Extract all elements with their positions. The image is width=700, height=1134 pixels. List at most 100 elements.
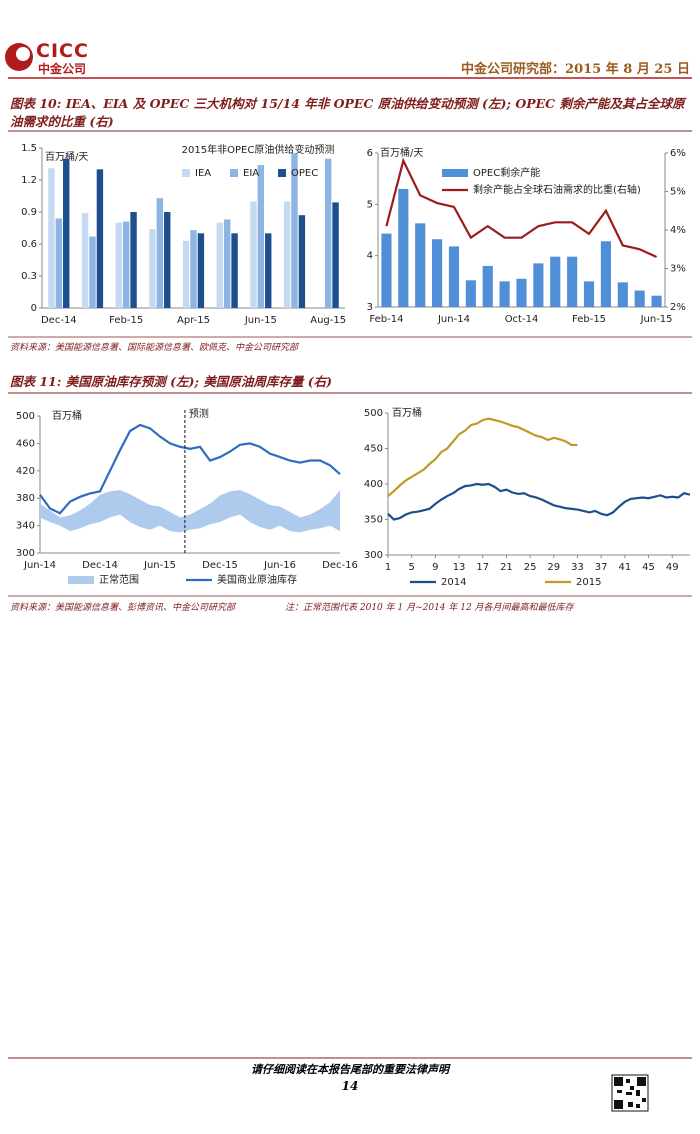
legend-swatch: [230, 169, 238, 177]
bar: [583, 281, 595, 307]
x-tick-label: 1: [385, 562, 391, 573]
x-tick-label: Dec-14: [41, 315, 77, 326]
bar: [182, 240, 190, 308]
legend-swatch: [182, 169, 190, 177]
bar: [130, 212, 137, 308]
bar: [197, 233, 205, 308]
x-tick-label: Jun-15: [640, 314, 673, 325]
bar: [499, 281, 510, 307]
legend-swatch: [68, 576, 94, 584]
bar: [298, 215, 306, 308]
y-tick-label: 380: [16, 493, 35, 504]
x-tick-label: 45: [642, 562, 655, 573]
legend-label: OPEC剩余产能: [473, 166, 540, 179]
x-tick-label: Apr-15: [177, 315, 210, 326]
page-number: 14: [341, 1079, 359, 1093]
x-tick-label: 29: [547, 562, 560, 573]
bar: [550, 256, 561, 307]
bar: [81, 213, 89, 308]
bar: [634, 290, 645, 307]
legend-label: EIA: [243, 168, 259, 179]
x-tick-label: 17: [476, 562, 489, 573]
y-tick-label: 460: [16, 438, 35, 449]
x-tick-label: Jun-14: [437, 314, 470, 325]
x-tick-label: 21: [500, 562, 513, 573]
logo-mark-inner: [16, 47, 30, 61]
x-tick-label: Jun-15: [143, 560, 176, 571]
bar: [216, 222, 223, 308]
y-tick-label: 340: [16, 521, 35, 532]
header-date: 中金公司研究部：2015 年 8 月 25 日: [461, 62, 690, 77]
bar: [432, 239, 443, 307]
y-tick-label: 400: [364, 479, 383, 490]
y-tick-label: 350: [364, 515, 383, 526]
y-axis-label: 百万桶/天: [45, 150, 88, 163]
x-tick-label: Jun-16: [263, 560, 296, 571]
figure-title: 图表 11: 美国原油库存预测 (左); 美国原油周库存量 (右): [10, 374, 333, 389]
y-tick-label: 500: [16, 411, 35, 422]
legend-label: IEA: [195, 168, 211, 179]
bar: [482, 265, 493, 307]
x-tick-label: 41: [618, 562, 631, 573]
y-tick-label: 450: [364, 444, 383, 455]
figure-title: 图表 10: IEA、EIA 及 OPEC 三大机构对 15/14 年非 OPE…: [10, 96, 685, 129]
y-axis-label: 百万桶: [52, 409, 82, 422]
y-tick-label: 0.3: [21, 271, 37, 282]
y-tick-label: 0: [31, 303, 37, 314]
logo-text: CICC: [36, 40, 89, 62]
bar: [651, 295, 662, 307]
y-tick-label: 3: [367, 302, 373, 313]
x-tick-label: Dec-14: [82, 560, 118, 571]
y-tick-label: 0.9: [21, 207, 37, 218]
bar: [115, 222, 122, 308]
y-tick-label: 4: [367, 251, 373, 262]
figure-source: 资料来源：美国能源信息署、彭博资讯、中金公司研究部: [10, 603, 236, 613]
bar: [381, 233, 392, 307]
bar: [231, 233, 238, 308]
bar: [96, 169, 104, 308]
bar: [149, 229, 156, 308]
x-tick-label: Feb-15: [572, 314, 606, 325]
y-tick-label: 500: [364, 408, 383, 419]
annotation: 预测: [189, 407, 209, 420]
figure-source: 资料来源：美国能源信息署、国际能源信息署、欧佩克、中金公司研究部: [10, 343, 299, 353]
logo-subtext: 中金公司: [38, 62, 87, 76]
bar: [156, 198, 164, 308]
y-tick-label: 300: [16, 548, 35, 559]
bar: [283, 201, 291, 308]
y-tick-label: 1.2: [21, 175, 37, 186]
y-tick-label: 2%: [670, 302, 686, 313]
y-axis-label: 百万桶: [392, 406, 422, 419]
line-series: [387, 482, 691, 521]
y-tick-label: 3%: [670, 264, 686, 275]
y-tick-label: 420: [16, 466, 35, 477]
legend-swatch: [442, 169, 468, 177]
bar: [398, 188, 409, 307]
x-tick-label: 5: [408, 562, 414, 573]
bar: [415, 223, 426, 307]
figure-note: 注：正常范围代表 2010 年 1 月~2014 年 12 月各月间最高和最低库…: [285, 603, 574, 613]
y-tick-label: 5%: [670, 187, 686, 198]
x-tick-label: 33: [571, 562, 584, 573]
legend-label: OPEC: [291, 168, 318, 179]
line-series: [385, 157, 658, 258]
bar: [600, 241, 611, 307]
legend-label: 正常范围: [99, 573, 139, 586]
x-tick-label: Jun-15: [244, 315, 277, 326]
range-band: [40, 489, 340, 533]
x-tick-label: Dec-15: [202, 560, 238, 571]
legend-swatch: [278, 169, 286, 177]
bar: [617, 282, 628, 307]
bar: [190, 230, 197, 308]
bar: [465, 280, 476, 307]
x-tick-label: Feb-15: [109, 315, 143, 326]
x-tick-label: 9: [432, 562, 438, 573]
y-tick-label: 5: [367, 199, 373, 210]
bar: [89, 236, 96, 308]
x-tick-label: 49: [666, 562, 679, 573]
x-tick-label: Dec-16: [322, 560, 358, 571]
x-tick-label: Aug-15: [310, 315, 346, 326]
legend-label: 剩余产能占全球石油需求的比重(右轴): [473, 183, 641, 196]
bar: [63, 158, 70, 308]
